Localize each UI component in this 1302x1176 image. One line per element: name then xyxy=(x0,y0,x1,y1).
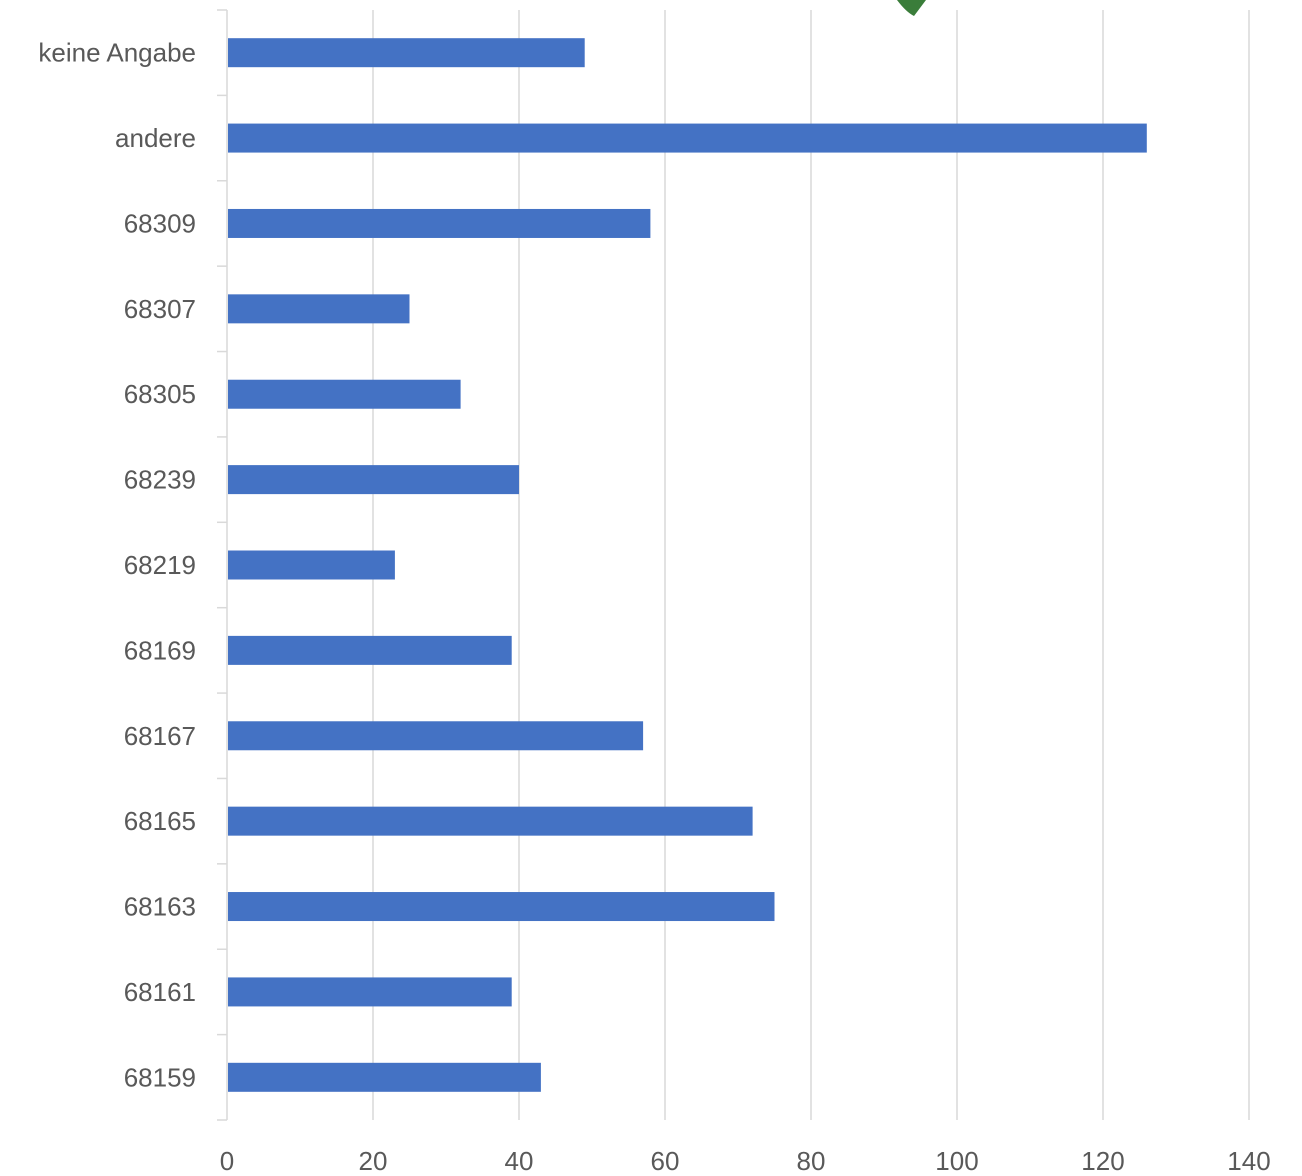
category-axis xyxy=(217,9,228,1121)
bar xyxy=(228,635,512,665)
bar xyxy=(228,208,651,238)
x-tick-label: 100 xyxy=(935,1146,978,1176)
bar xyxy=(228,379,461,409)
bar xyxy=(228,465,519,495)
bar xyxy=(228,123,1147,153)
x-tick-label: 0 xyxy=(220,1146,234,1176)
bar xyxy=(228,1062,541,1092)
decorative-leaf-shape xyxy=(897,0,926,16)
gridlines xyxy=(372,10,1250,1120)
category-label: 68163 xyxy=(124,892,196,922)
category-label: 68159 xyxy=(124,1062,196,1092)
x-tick-label: 20 xyxy=(359,1146,388,1176)
category-label: andere xyxy=(115,123,196,153)
x-tick-labels: 0 20 40 60 80 100 120 140 xyxy=(220,1146,1271,1176)
category-label: 68169 xyxy=(124,635,196,665)
category-label: keine Angabe xyxy=(38,38,196,68)
bar xyxy=(228,38,585,68)
category-label: 68239 xyxy=(124,465,196,495)
x-tick-label: 120 xyxy=(1081,1146,1124,1176)
category-labels: keine Angabe andere 68309 68307 68305 68239 68… xyxy=(38,38,196,1093)
category-label: 68167 xyxy=(124,721,196,751)
bar xyxy=(228,294,410,324)
category-label: 68161 xyxy=(124,977,196,1007)
bar xyxy=(228,892,775,922)
bar xyxy=(228,806,753,836)
category-label: 68219 xyxy=(124,550,196,580)
bar xyxy=(228,721,644,751)
category-label: 68305 xyxy=(124,379,196,409)
bar xyxy=(228,550,395,580)
category-label: 68309 xyxy=(124,208,196,238)
category-label: 68165 xyxy=(124,806,196,836)
x-tick-label: 140 xyxy=(1227,1146,1270,1176)
x-tick-label: 40 xyxy=(505,1146,534,1176)
x-tick-label: 80 xyxy=(797,1146,826,1176)
bars xyxy=(228,38,1147,1092)
category-label: 68307 xyxy=(124,294,196,324)
bar xyxy=(228,977,512,1007)
x-tick-label: 60 xyxy=(651,1146,680,1176)
